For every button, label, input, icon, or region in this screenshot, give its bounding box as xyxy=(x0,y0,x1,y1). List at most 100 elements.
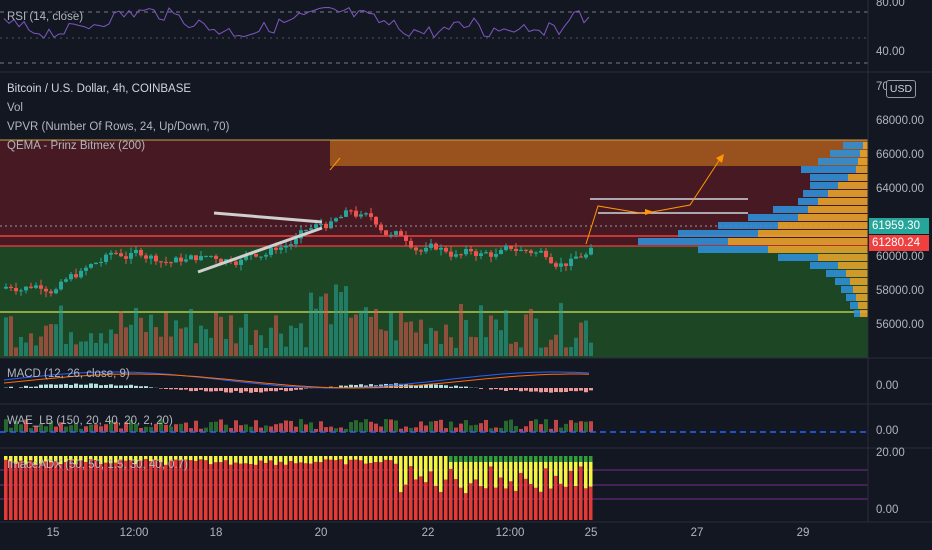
macd-histogram-bar xyxy=(509,388,513,390)
wae-bar xyxy=(69,425,73,432)
wae-bar xyxy=(499,427,503,432)
volume-bar xyxy=(349,317,353,356)
wae-bar xyxy=(524,426,528,432)
volume-bar xyxy=(24,342,28,356)
macd-histogram-bar xyxy=(54,384,58,388)
candle-body xyxy=(519,249,523,251)
volume-bar xyxy=(99,333,103,356)
arrow-head xyxy=(716,154,724,163)
adx-bar-top xyxy=(564,456,568,487)
macd-label[interactable]: MACD (12, 26, close, 9) xyxy=(7,368,130,380)
macd-histogram-bar xyxy=(59,384,63,388)
volume-bar xyxy=(129,324,133,356)
candle-body xyxy=(549,257,553,264)
rsi-label[interactable]: RSI (14, close) xyxy=(7,11,84,23)
adx-bar xyxy=(274,456,278,520)
currency-button[interactable]: USD xyxy=(886,80,916,98)
volume-bar xyxy=(484,337,488,356)
time-label: 29 xyxy=(796,527,810,539)
candle-body xyxy=(444,247,448,252)
wae-bar xyxy=(289,420,293,432)
adx-bar xyxy=(369,456,373,520)
wae-bar xyxy=(109,419,113,432)
candle-body xyxy=(9,286,13,289)
volume-bar xyxy=(344,286,348,356)
macd-histogram-bar xyxy=(124,385,128,388)
wae-bar xyxy=(359,422,363,432)
wae-bar xyxy=(409,427,413,432)
vpvr-up-row xyxy=(678,230,758,237)
adx-bar xyxy=(39,456,43,520)
wae-bar xyxy=(129,419,133,432)
adx-bar-top xyxy=(179,456,183,460)
candle-body xyxy=(234,261,238,265)
wae-bar xyxy=(14,421,18,432)
adx-bar-top xyxy=(34,456,38,465)
volume-bar xyxy=(499,330,503,356)
macd-histogram-bar xyxy=(584,388,588,393)
candle-body xyxy=(269,247,273,255)
candle-body xyxy=(264,254,268,257)
wae-bar xyxy=(169,426,173,432)
qema-indicator-label[interactable]: QEMA - Prinz Bitmex (200) xyxy=(7,140,146,152)
macd-histogram-bar xyxy=(569,388,573,391)
adx-bar-top xyxy=(169,456,173,461)
adx-bar xyxy=(54,456,58,520)
adx-bar xyxy=(574,456,578,520)
adx-bar xyxy=(154,456,158,520)
adx-bar-top xyxy=(344,456,348,465)
macd-histogram-bar xyxy=(434,384,438,388)
wae-bar xyxy=(464,420,468,432)
wae-bar xyxy=(179,423,183,432)
adx-bar-top xyxy=(354,456,358,460)
symbol-title[interactable]: Bitcoin / U.S. Dollar, 4h, COINBASE xyxy=(7,83,192,95)
wae-bar xyxy=(264,425,268,432)
volume-bar xyxy=(389,312,393,356)
candle-body xyxy=(379,224,383,231)
adx-bar xyxy=(29,456,33,520)
volume-bar xyxy=(394,340,398,356)
volume-bar xyxy=(204,329,208,356)
vpvr-indicator-label[interactable]: VPVR (Number Of Rows, 24, Up/Down, 70) xyxy=(7,121,230,133)
adx-bar-cap xyxy=(529,456,533,462)
macd-histogram-bar xyxy=(489,388,493,390)
adx-bar xyxy=(109,456,113,520)
adx-bar xyxy=(19,456,23,520)
candle-body xyxy=(34,285,38,288)
adx-bar xyxy=(394,456,398,520)
adx-bar xyxy=(469,456,473,520)
macd-histogram-bar xyxy=(499,388,503,390)
wae-bar xyxy=(479,423,483,432)
candle-body xyxy=(494,254,498,257)
vol-indicator-label[interactable]: Vol xyxy=(7,102,23,114)
volume-bar xyxy=(384,330,388,356)
adx-bar xyxy=(494,456,498,520)
adx-bar xyxy=(329,456,333,520)
volume-bar xyxy=(494,319,498,356)
macd-histogram-bar xyxy=(109,384,113,388)
candle-body xyxy=(114,252,118,254)
adx-label[interactable]: ImaceADX (50, 50, 1.5, 30, 40, 0.7) xyxy=(7,459,188,471)
adx-bar-top xyxy=(204,456,208,461)
macd-histogram-bar xyxy=(74,383,78,388)
adx-bar-cap xyxy=(504,456,508,462)
candle-body xyxy=(544,250,548,258)
macd-histogram-bar xyxy=(444,385,448,388)
wae-bar xyxy=(104,424,108,432)
adx-bar-top xyxy=(84,456,88,462)
adx-bar-top xyxy=(94,456,98,461)
candle-body xyxy=(489,252,493,257)
wae-bar xyxy=(99,426,103,432)
volume-bar xyxy=(189,309,193,356)
wae-bar xyxy=(79,428,83,432)
macd-histogram-bar xyxy=(129,384,133,388)
wae-bar xyxy=(544,419,548,432)
wae-label[interactable]: WAE_LB (150, 20, 40, 20, 2, 20) xyxy=(7,415,173,427)
adx-bar-top xyxy=(469,456,473,484)
adx-bar xyxy=(454,456,458,520)
volume-bar xyxy=(439,343,443,356)
wae-bar xyxy=(29,428,33,432)
candle-body xyxy=(559,263,563,267)
